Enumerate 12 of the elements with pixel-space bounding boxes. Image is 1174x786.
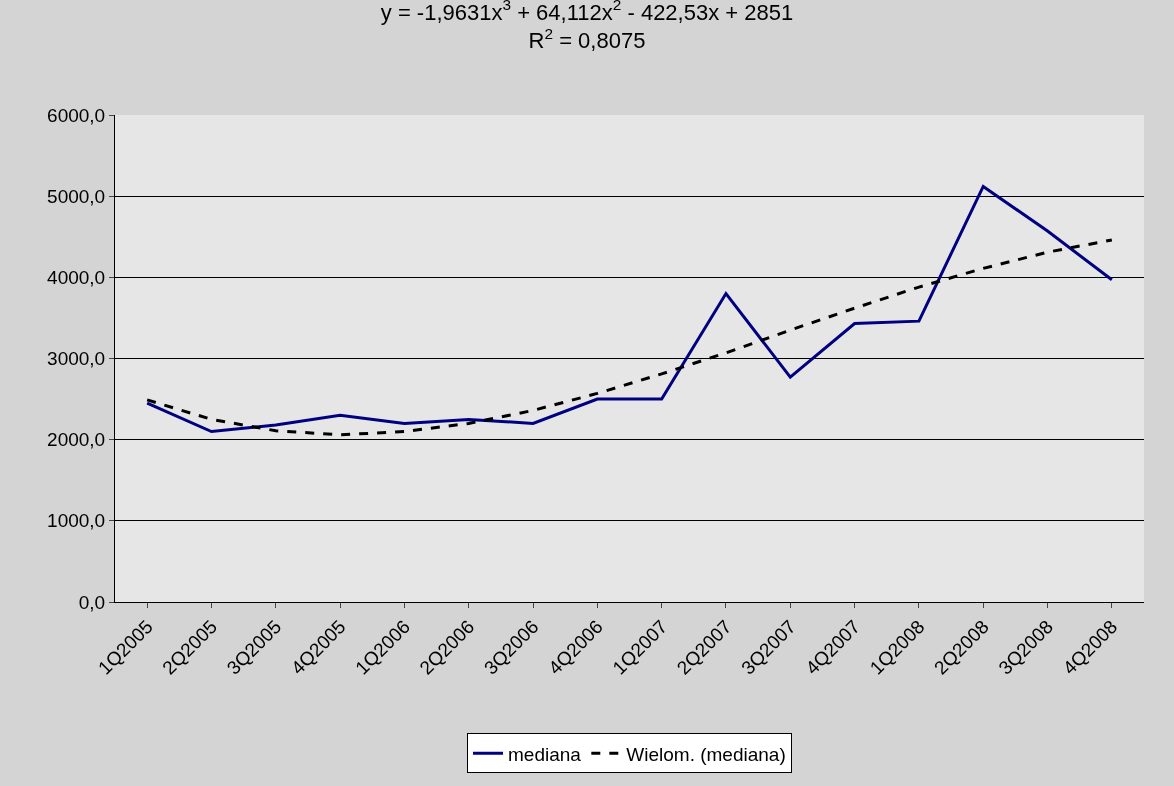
line-series <box>145 184 1114 434</box>
y-tick-label: 5000,0 <box>47 185 106 207</box>
y-tick-label: 1000,0 <box>47 510 106 532</box>
y-tick-label: 4000,0 <box>47 266 106 288</box>
legend-label: mediana <box>508 743 582 765</box>
chart-subtitle: R$^{2}$ = 0,8075 <box>528 25 646 54</box>
y-tick-label: 2000,0 <box>47 429 106 451</box>
y-tick-label: 0,0 <box>78 591 106 613</box>
legend-label: Wielom. (mediana) <box>626 743 786 765</box>
y-tick-label: 3000,0 <box>47 348 106 370</box>
chart-title: y = -1,9631x$^{3}$ + 64,112x$^{2}$ - 422,53x + 2851 <box>380 0 794 25</box>
y-tick-label: 6000,0 <box>47 104 106 126</box>
